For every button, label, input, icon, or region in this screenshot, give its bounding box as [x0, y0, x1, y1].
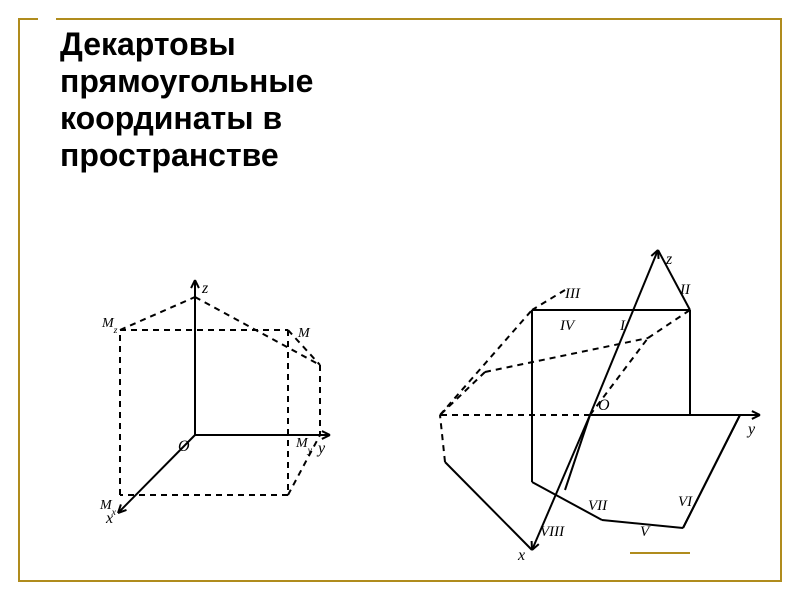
svg-text:My: My: [295, 436, 313, 456]
svg-text:II: II: [679, 282, 691, 298]
svg-text:O: O: [598, 397, 610, 414]
svg-text:I: I: [619, 318, 626, 334]
svg-text:Mz: Mz: [101, 316, 118, 336]
svg-text:III: III: [564, 286, 581, 302]
svg-text:VII: VII: [588, 498, 608, 514]
svg-text:IV: IV: [559, 318, 576, 334]
diagram-left-axes-point: zyxOMMzMyMx: [60, 245, 360, 545]
svg-text:y: y: [316, 440, 326, 457]
slide-title: Декартовы прямоугольные координаты в про…: [60, 26, 420, 174]
svg-text:V: V: [640, 524, 651, 540]
svg-text:O: O: [178, 438, 190, 455]
svg-text:VI: VI: [678, 494, 693, 510]
svg-text:y: y: [746, 421, 756, 438]
svg-text:z: z: [665, 251, 673, 268]
svg-text:M: M: [297, 326, 311, 341]
svg-text:x: x: [517, 547, 525, 560]
svg-text:VIII: VIII: [540, 524, 565, 540]
diagram-right-octants: zyxOIIIIIIIVVVIVIIVIII: [390, 230, 780, 560]
svg-text:z: z: [201, 280, 209, 297]
